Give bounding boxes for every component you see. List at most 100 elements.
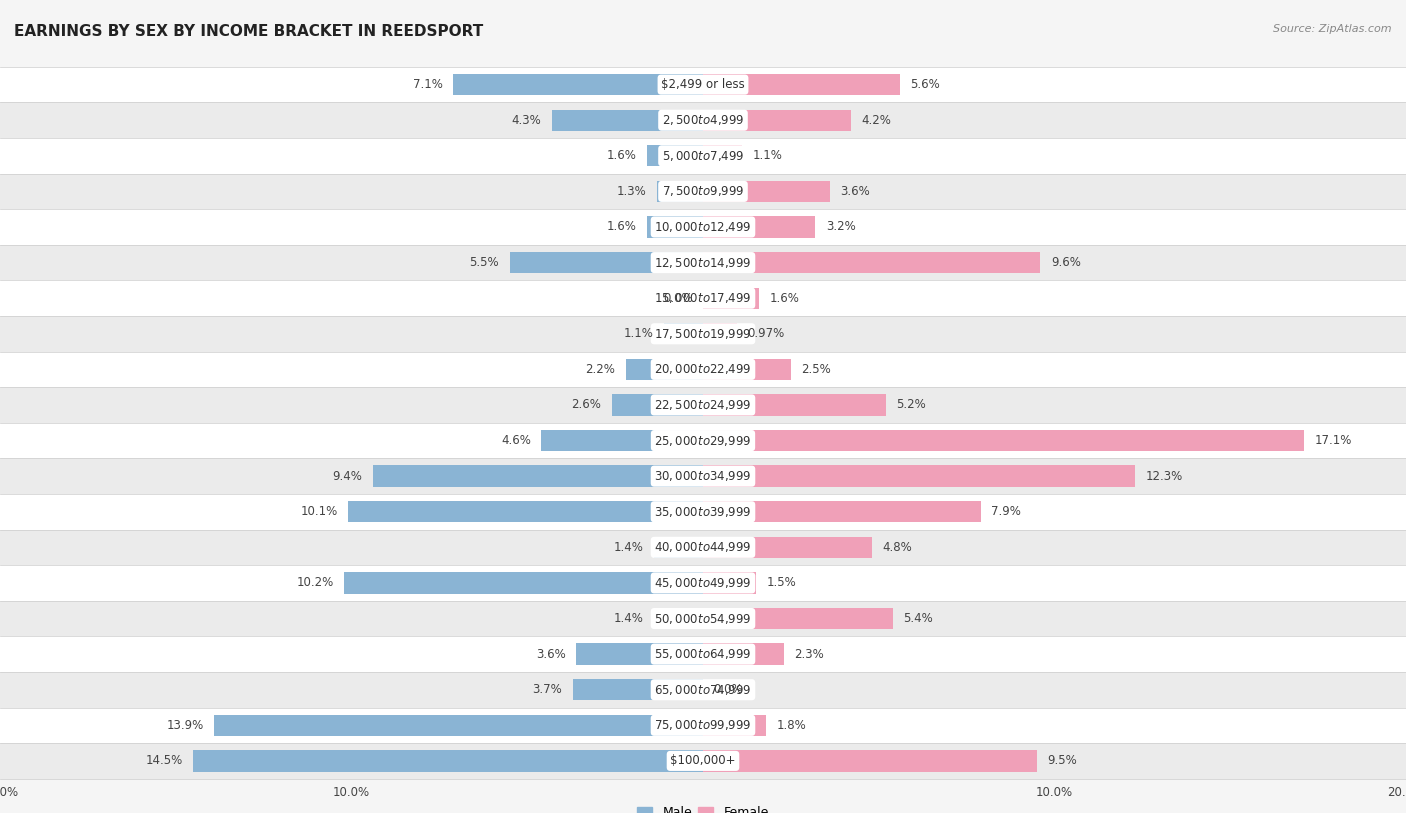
Bar <box>576 643 703 665</box>
Text: 2.6%: 2.6% <box>571 398 602 411</box>
Text: 0.97%: 0.97% <box>748 328 785 341</box>
Text: 4.8%: 4.8% <box>883 541 912 554</box>
Text: $65,000 to $74,999: $65,000 to $74,999 <box>654 683 752 697</box>
Text: 3.6%: 3.6% <box>536 648 565 661</box>
Bar <box>0 351 1406 387</box>
Bar <box>647 146 703 167</box>
Text: 14.5%: 14.5% <box>146 754 183 767</box>
Text: 4.6%: 4.6% <box>501 434 531 447</box>
Bar <box>703 715 766 736</box>
Text: $100,000+: $100,000+ <box>671 754 735 767</box>
Text: 5.5%: 5.5% <box>470 256 499 269</box>
Bar <box>349 501 703 523</box>
Text: 5.6%: 5.6% <box>911 78 941 91</box>
Text: 7.1%: 7.1% <box>413 78 443 91</box>
Text: $40,000 to $44,999: $40,000 to $44,999 <box>654 541 752 554</box>
Bar <box>703 110 851 131</box>
Text: $15,000 to $17,499: $15,000 to $17,499 <box>654 291 752 305</box>
Text: 13.9%: 13.9% <box>167 719 204 732</box>
Text: 4.2%: 4.2% <box>860 114 891 127</box>
Text: 1.4%: 1.4% <box>613 541 644 554</box>
Text: 1.6%: 1.6% <box>770 292 800 305</box>
Text: EARNINGS BY SEX BY INCOME BRACKET IN REEDSPORT: EARNINGS BY SEX BY INCOME BRACKET IN REE… <box>14 24 484 39</box>
Bar <box>703 394 886 415</box>
Bar <box>703 572 756 593</box>
Bar <box>510 252 703 273</box>
Bar <box>703 359 790 380</box>
Text: $55,000 to $64,999: $55,000 to $64,999 <box>654 647 752 661</box>
Bar <box>0 601 1406 637</box>
Bar <box>0 494 1406 529</box>
Bar <box>703 537 872 558</box>
Text: $12,500 to $14,999: $12,500 to $14,999 <box>654 255 752 270</box>
Bar <box>703 643 785 665</box>
Text: $50,000 to $54,999: $50,000 to $54,999 <box>654 611 752 625</box>
Text: 5.2%: 5.2% <box>897 398 927 411</box>
Text: 7.9%: 7.9% <box>991 505 1021 518</box>
Text: 10.1%: 10.1% <box>301 505 337 518</box>
Bar <box>0 316 1406 351</box>
Bar <box>0 672 1406 707</box>
Text: 9.6%: 9.6% <box>1052 256 1081 269</box>
Text: 1.6%: 1.6% <box>606 220 637 233</box>
Bar <box>454 74 703 95</box>
Text: 0.0%: 0.0% <box>713 683 744 696</box>
Bar <box>0 423 1406 459</box>
Bar <box>703 216 815 237</box>
Bar <box>0 565 1406 601</box>
Text: $35,000 to $39,999: $35,000 to $39,999 <box>654 505 752 519</box>
Bar <box>647 216 703 237</box>
Text: $20,000 to $22,499: $20,000 to $22,499 <box>654 363 752 376</box>
Text: 1.1%: 1.1% <box>752 150 782 163</box>
Bar <box>0 280 1406 316</box>
Bar <box>703 466 1136 487</box>
Text: $7,500 to $9,999: $7,500 to $9,999 <box>662 185 744 198</box>
Text: 1.3%: 1.3% <box>617 185 647 198</box>
Bar <box>0 743 1406 779</box>
Bar <box>703 74 900 95</box>
Bar <box>344 572 703 593</box>
Text: 10.2%: 10.2% <box>297 576 335 589</box>
Bar <box>215 715 703 736</box>
Bar <box>703 252 1040 273</box>
Bar <box>703 180 830 202</box>
Text: $5,000 to $7,499: $5,000 to $7,499 <box>662 149 744 163</box>
Bar <box>0 138 1406 174</box>
Bar <box>703 146 742 167</box>
Text: 2.5%: 2.5% <box>801 363 831 376</box>
Bar <box>612 394 703 415</box>
Text: $45,000 to $49,999: $45,000 to $49,999 <box>654 576 752 590</box>
Text: 2.3%: 2.3% <box>794 648 824 661</box>
Text: $2,500 to $4,999: $2,500 to $4,999 <box>662 113 744 127</box>
Text: 3.6%: 3.6% <box>841 185 870 198</box>
Text: 5.4%: 5.4% <box>904 612 934 625</box>
Text: 3.7%: 3.7% <box>533 683 562 696</box>
Bar <box>703 288 759 309</box>
Text: $25,000 to $29,999: $25,000 to $29,999 <box>654 433 752 448</box>
Bar <box>703 608 893 629</box>
Text: 1.5%: 1.5% <box>766 576 796 589</box>
Bar <box>0 67 1406 102</box>
Bar <box>0 529 1406 565</box>
Text: $75,000 to $99,999: $75,000 to $99,999 <box>654 719 752 733</box>
Text: 12.3%: 12.3% <box>1146 470 1182 483</box>
Legend: Male, Female: Male, Female <box>633 802 773 813</box>
Bar <box>654 608 703 629</box>
Bar <box>703 750 1038 772</box>
Text: Source: ZipAtlas.com: Source: ZipAtlas.com <box>1274 24 1392 34</box>
Bar <box>0 459 1406 494</box>
Bar <box>194 750 703 772</box>
Text: 0.0%: 0.0% <box>662 292 693 305</box>
Text: 17.1%: 17.1% <box>1315 434 1353 447</box>
Bar <box>0 637 1406 672</box>
Bar <box>0 707 1406 743</box>
Text: $10,000 to $12,499: $10,000 to $12,499 <box>654 220 752 234</box>
Bar <box>654 537 703 558</box>
Bar <box>373 466 703 487</box>
Bar <box>703 501 981 523</box>
Text: 1.1%: 1.1% <box>624 328 654 341</box>
Bar <box>0 102 1406 138</box>
Text: 9.5%: 9.5% <box>1047 754 1077 767</box>
Bar <box>0 174 1406 209</box>
Text: $30,000 to $34,999: $30,000 to $34,999 <box>654 469 752 483</box>
